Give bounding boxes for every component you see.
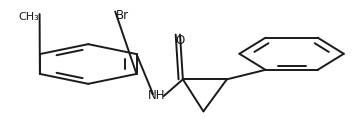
Text: CH₃: CH₃ bbox=[18, 12, 39, 22]
Text: NH: NH bbox=[148, 89, 165, 102]
Text: O: O bbox=[175, 34, 185, 47]
Text: Br: Br bbox=[116, 9, 129, 22]
